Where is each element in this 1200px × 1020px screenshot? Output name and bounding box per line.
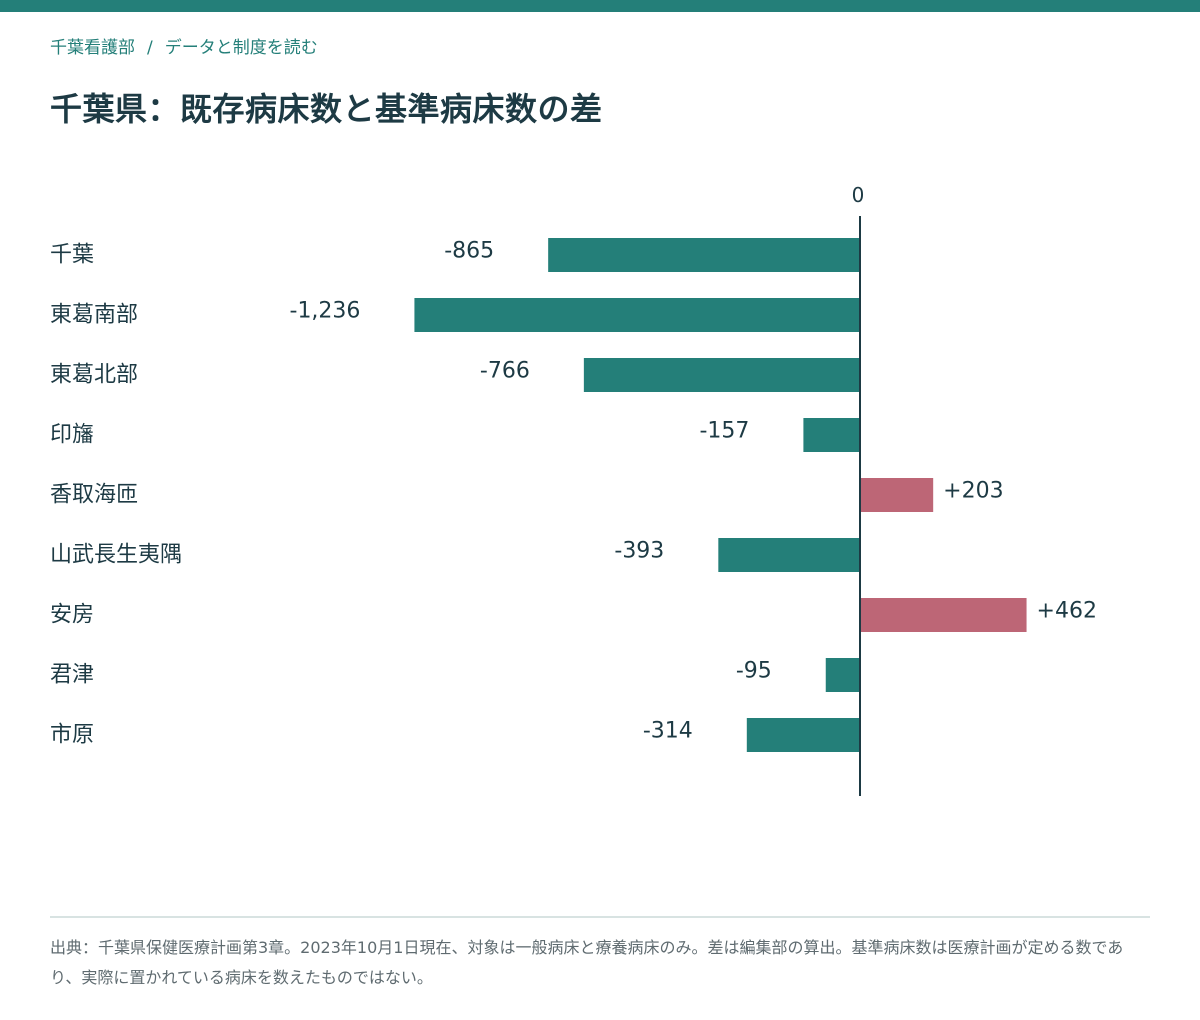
value-label: -1,236: [290, 299, 361, 324]
category-label: 印旛: [50, 423, 94, 448]
category-label: 安房: [50, 603, 94, 628]
value-label: -314: [643, 719, 693, 744]
value-label: -766: [480, 359, 530, 384]
footer-divider: [50, 916, 1150, 918]
breadcrumb-separator: /: [147, 38, 153, 58]
bar: [414, 298, 860, 332]
page-title: 千葉県：既存病床数と基準病床数の差: [50, 90, 603, 128]
value-label: -393: [614, 539, 664, 564]
bar: [860, 478, 934, 512]
value-label: +462: [1037, 599, 1097, 624]
category-label: 千葉: [50, 243, 94, 268]
category-label: 東葛北部: [50, 363, 138, 388]
breadcrumb-site-link[interactable]: 千葉看護部: [50, 38, 135, 58]
category-label: 山武長生夷隅: [50, 543, 182, 568]
breadcrumb-section-link[interactable]: データと制度を読む: [164, 38, 318, 58]
category-label: 東葛南部: [50, 303, 138, 328]
source-footnote: 出典：千葉県保健医療計画第3章。2023年10月1日現在、対象は一般病床と療養病…: [50, 938, 1124, 987]
category-label: 香取海匝: [50, 483, 138, 508]
bar: [803, 418, 860, 452]
value-label: +203: [943, 479, 1003, 504]
bar: [548, 238, 860, 272]
bar: [746, 718, 860, 752]
category-label: 君津: [50, 663, 94, 688]
value-label: -95: [736, 659, 772, 684]
zero-axis-label: 0: [852, 183, 865, 207]
category-label: 市原: [50, 723, 94, 748]
breadcrumb: 千葉看護部 / データと制度を読む: [50, 33, 318, 58]
bar: [825, 658, 860, 692]
bar: [583, 358, 860, 392]
bar-chart: 千葉 -865 東葛南部 -1,236 東葛北部 -766 印旛 -157 香取海匝 +203 山武…: [50, 183, 1097, 796]
bar: [718, 538, 860, 572]
top-accent-bar: [0, 0, 1200, 12]
bar: [860, 598, 1027, 632]
value-label: -865: [444, 239, 494, 264]
value-label: -157: [699, 419, 749, 444]
